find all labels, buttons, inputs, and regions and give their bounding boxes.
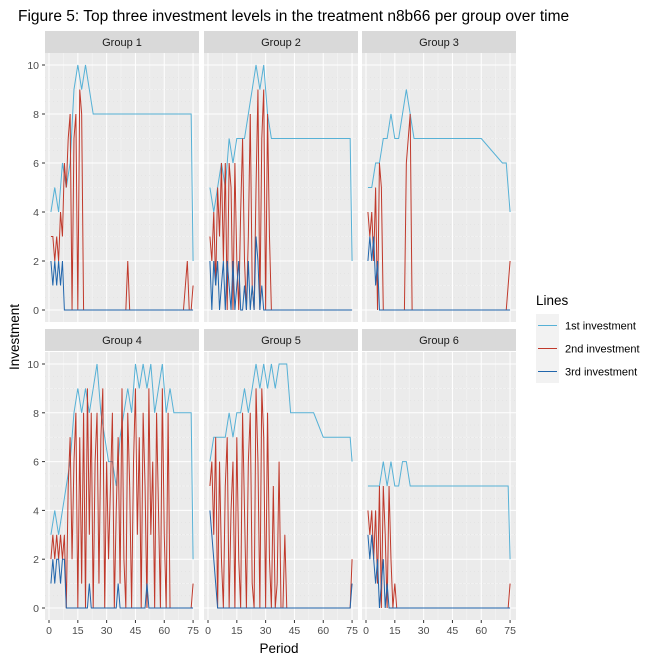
facet-strip: [45, 329, 199, 351]
series-line: [367, 534, 511, 609]
x-tick-label: 0: [46, 625, 52, 637]
x-tick-label: 15: [389, 625, 401, 637]
y-tick-label: 10: [27, 359, 39, 371]
y-tick-label: 10: [27, 60, 39, 72]
x-tick-label: 75: [504, 625, 516, 637]
series-line: [209, 64, 353, 262]
facet-strip-label: Group 2: [261, 37, 301, 49]
legend: Lines 1st investment 2nd investment 3rd in…: [536, 293, 640, 383]
series-line: [209, 363, 353, 462]
facet-strip: [45, 31, 199, 53]
legend-entry-label: 3rd investment: [565, 367, 637, 379]
facet-strip-label: Group 3: [419, 37, 459, 49]
series-line: [50, 260, 194, 311]
x-tick-label: 15: [231, 625, 243, 637]
x-tick-label: 30: [101, 625, 113, 637]
x-tick-label: 15: [72, 625, 84, 637]
series-line: [50, 558, 194, 609]
facet-panel: Group 5: [204, 329, 358, 620]
facet-panel: Group 2: [204, 31, 358, 322]
series-line: [367, 461, 511, 560]
x-tick-label: 75: [187, 625, 199, 637]
x-tick-label: 0: [363, 625, 369, 637]
y-tick-label: 6: [33, 457, 39, 469]
y-axis-title: Investment: [7, 304, 22, 370]
facet-strip: [204, 31, 358, 53]
y-tick-label: 6: [33, 158, 39, 170]
x-tick-label: 60: [158, 625, 170, 637]
y-tick-label: 2: [33, 554, 39, 566]
y-tick-label: 8: [33, 109, 39, 121]
y-axes: 0 2 4 6 8 10 0 2 4 6 8 10: [27, 60, 45, 615]
x-tick-label: 45: [130, 625, 142, 637]
series-line: [50, 388, 194, 609]
series-line: [209, 510, 353, 609]
y-tick-label: 0: [33, 603, 39, 615]
facet-strip-label: Group 6: [419, 335, 459, 347]
x-tick-label: 60: [317, 625, 329, 637]
series-line: [50, 64, 194, 262]
chart-title: Figure 5: Top three investment levels in…: [18, 8, 569, 25]
facet-strip: [362, 31, 516, 53]
facet-panel: Group 6: [362, 329, 516, 620]
legend-entry-label: 2nd investment: [565, 344, 640, 356]
y-tick-label: 4: [33, 505, 39, 517]
facet-strip-label: Group 5: [261, 335, 301, 347]
legend-title: Lines: [536, 293, 569, 308]
legend-entry-label: 1st investment: [565, 321, 636, 333]
y-tick-label: 8: [33, 408, 39, 420]
x-tick-label: 60: [475, 625, 487, 637]
facet-panel: Group 1: [45, 31, 199, 322]
facet-panel: Group 4: [45, 329, 199, 620]
panel-grid: Group 1 Group 2 Group 3 Group 4 Group 5 Group…: [45, 31, 516, 620]
x-tick-label: 75: [346, 625, 358, 637]
x-tick-label: 0: [205, 625, 211, 637]
facet-panel: Group 3: [362, 31, 516, 322]
x-axis-title: Period: [259, 641, 298, 656]
facet-strip-label: Group 4: [102, 335, 142, 347]
series-line: [209, 89, 353, 311]
y-tick-label: 0: [33, 305, 39, 317]
facet-strip-label: Group 1: [102, 37, 142, 49]
y-tick-label: 4: [33, 207, 39, 219]
x-tick-label: 30: [260, 625, 272, 637]
series-line: [367, 236, 511, 311]
series-line: [209, 236, 353, 311]
facet-strip: [204, 329, 358, 351]
x-tick-label: 45: [289, 625, 301, 637]
x-axes: 0 15 30 45 60 75 0 15 30 45 60 75 0 15 30 45 60 75: [46, 620, 516, 637]
x-tick-label: 45: [447, 625, 459, 637]
facet-strip: [362, 329, 516, 351]
y-tick-label: 2: [33, 256, 39, 268]
x-tick-label: 30: [418, 625, 430, 637]
